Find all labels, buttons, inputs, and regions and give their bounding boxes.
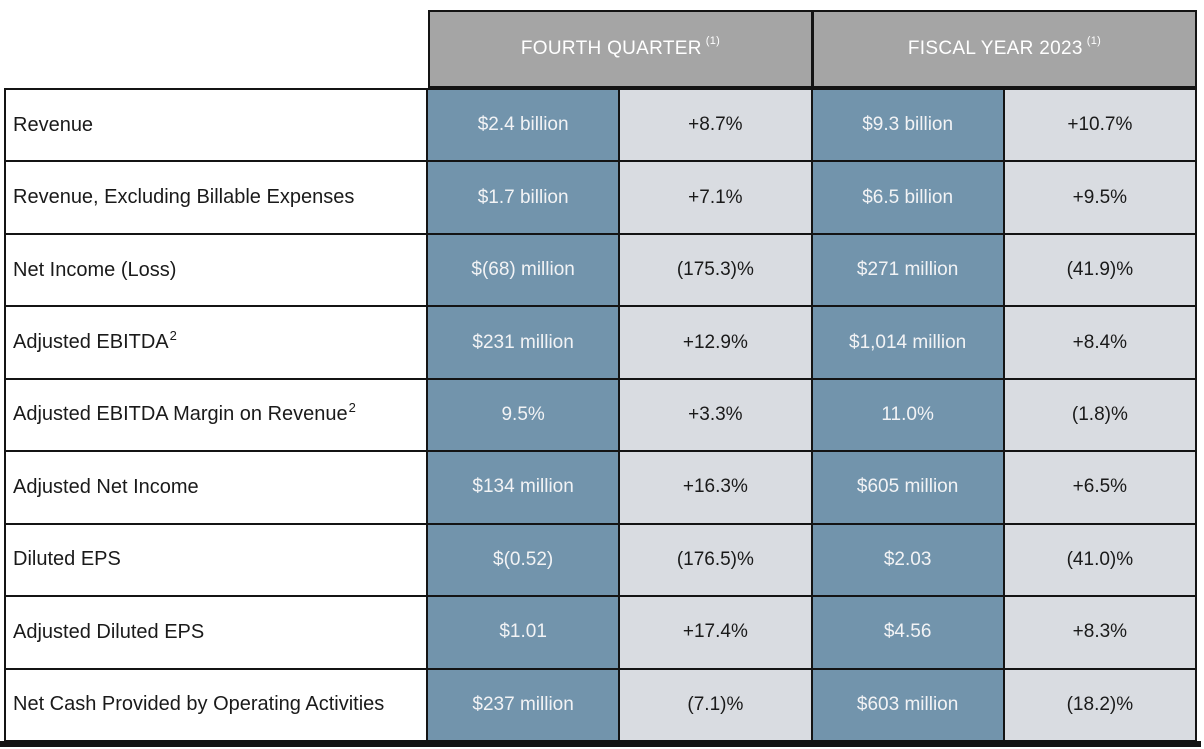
q4-change-cell: (7.1)% [620,669,811,740]
fy-value-cell: $1,014 million [812,307,1003,378]
table-body: Revenue $2.4 billion +8.7% $9.3 billion … [4,88,1197,742]
fy-change-cell: +8.3% [1004,597,1195,668]
fy-value-cell: 11.0% [812,379,1003,451]
q4-value-cell: $237 million [428,669,619,740]
fy-change-cell: +10.7% [1004,90,1195,161]
q4-value-cell: $1.01 [428,597,619,668]
row-label: Adjusted Net Income [6,452,426,523]
row-label: Net Cash Provided by Operating Activitie… [6,669,426,740]
q4-value-cell: $(68) million [428,234,619,306]
q4-value-cell: $(0.52) [428,524,619,596]
row-label: Adjusted EBITDA 2 [6,307,426,378]
table-header: FOURTH QUARTER (1) FISCAL YEAR 2023 (1) [428,10,1197,88]
q4-change-cell: +12.9% [620,307,811,378]
fy-value-cell: $6.5 billion [812,162,1003,233]
fy-change-cell: (1.8)% [1004,379,1195,451]
fy-change-cell: (18.2)% [1004,669,1195,740]
q4-change-cell: +17.4% [620,597,811,668]
row-label: Revenue, Excluding Billable Expenses [6,162,426,233]
row-label: Adjusted Diluted EPS [6,597,426,668]
fy-change-cell: +9.5% [1004,162,1195,233]
header-fiscal-year: FISCAL YEAR 2023 (1) [814,12,1195,86]
header-fourth-quarter-label: FOURTH QUARTER [520,38,702,59]
fy-value-cell: $603 million [812,669,1003,740]
fy-value-cell: $605 million [812,452,1003,523]
row-label-footnote: 2 [169,328,177,344]
row-label: Revenue [6,90,426,161]
row-label-footnote: 2 [348,400,356,416]
header-fourth-quarter: FOURTH QUARTER (1) [430,12,811,86]
q4-change-cell: +7.1% [620,162,811,233]
q4-change-cell: +16.3% [620,452,811,523]
fy-change-cell: +6.5% [1004,452,1195,523]
fy-change-cell: (41.0)% [1004,524,1195,596]
q4-value-cell: $1.7 billion [428,162,619,233]
fy-value-cell: $2.03 [812,524,1003,596]
header-fourth-quarter-footnote: (1) [705,35,721,47]
q4-change-cell: (175.3)% [620,234,811,306]
row-label: Diluted EPS [6,524,426,596]
q4-change-cell: +8.7% [620,90,811,161]
fy-change-cell: +8.4% [1004,307,1195,378]
fy-value-cell: $9.3 billion [812,90,1003,161]
fy-change-cell: (41.9)% [1004,234,1195,306]
row-label: Net Income (Loss) [6,234,426,306]
header-fiscal-year-label: FISCAL YEAR 2023 [907,38,1083,59]
q4-value-cell: $134 million [428,452,619,523]
q4-change-cell: +3.3% [620,379,811,451]
q4-value-cell: $231 million [428,307,619,378]
row-label: Adjusted EBITDA Margin on Revenue 2 [6,379,426,451]
q4-change-cell: (176.5)% [620,524,811,596]
fy-value-cell: $271 million [812,234,1003,306]
table-bottom-rule [0,741,1201,747]
q4-value-cell: 9.5% [428,379,619,451]
fy-value-cell: $4.56 [812,597,1003,668]
q4-value-cell: $2.4 billion [428,90,619,161]
header-fiscal-year-footnote: (1) [1086,35,1102,47]
